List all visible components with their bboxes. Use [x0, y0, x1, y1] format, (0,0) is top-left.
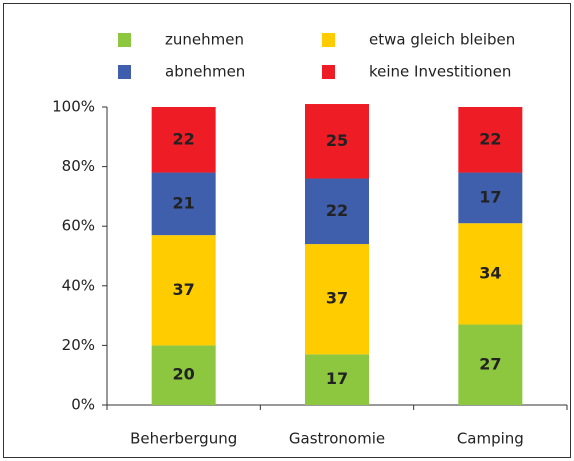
y-tick-label: 80% [62, 157, 95, 175]
data-label: 22 [479, 129, 501, 148]
x-tick-label: Gastronomie [289, 430, 385, 448]
legend-swatch [322, 33, 335, 47]
data-label: 22 [326, 201, 348, 220]
legend-label: abnehmen [165, 63, 245, 81]
x-tick-label: Beherbergung [130, 430, 237, 448]
legend-label: keine Investitionen [369, 63, 511, 81]
bar-segment [458, 107, 523, 173]
bar-segment [151, 345, 216, 405]
data-label: 27 [479, 354, 501, 373]
legend-swatch [118, 33, 131, 47]
data-label: 34 [479, 263, 501, 282]
bar-segment [458, 324, 523, 405]
data-label: 20 [173, 365, 195, 384]
data-label: 37 [173, 280, 195, 299]
data-label: 21 [173, 193, 195, 212]
x-tick-label: Camping [457, 430, 524, 448]
data-label: 25 [326, 131, 348, 150]
bar-segment [458, 223, 523, 325]
y-tick-label: 60% [62, 217, 95, 235]
bar-segment [151, 235, 216, 346]
y-tick-label: 20% [62, 336, 95, 354]
y-tick-label: 0% [71, 396, 95, 414]
bar-segment [305, 178, 369, 245]
data-label: 22 [173, 129, 195, 148]
bar-segment [305, 244, 369, 355]
bar-segment [151, 107, 216, 173]
bar-segment [305, 354, 369, 405]
legend-label: zunehmen [165, 31, 244, 49]
legend-swatch [118, 65, 131, 79]
data-label: 17 [479, 187, 501, 206]
bar-segment [151, 172, 216, 236]
bar-segment [458, 172, 523, 224]
data-label: 17 [326, 369, 348, 388]
y-tick-label: 100% [52, 98, 95, 116]
y-tick-label: 40% [62, 276, 95, 294]
legend-swatch [322, 65, 335, 79]
bar-segment [305, 104, 369, 179]
legend-label: etwa gleich bleiben [369, 31, 515, 49]
data-label: 37 [326, 289, 348, 308]
